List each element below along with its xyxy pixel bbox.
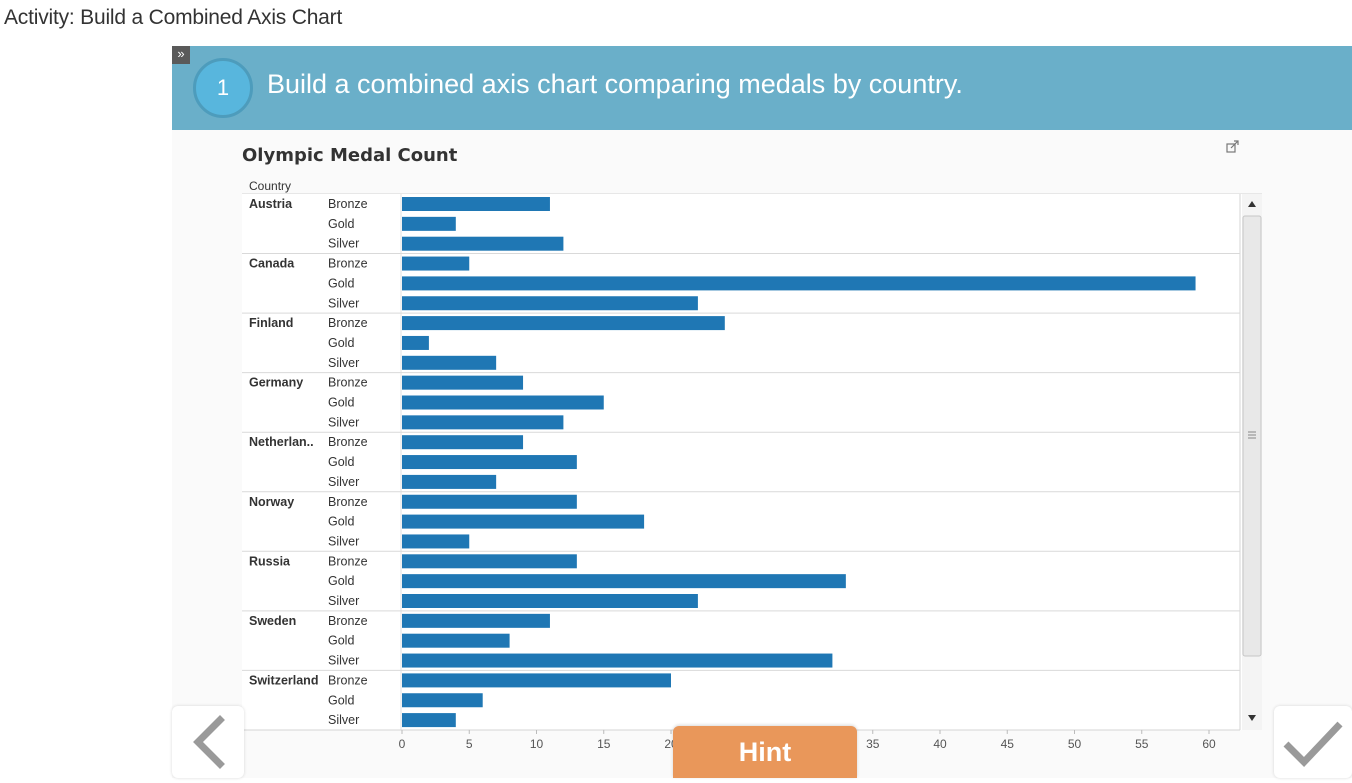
medal-type-label: Silver — [328, 713, 359, 727]
double-chevron-right-icon[interactable]: » — [172, 46, 190, 64]
medal-type-label: Gold — [328, 336, 354, 350]
bar-russia-gold[interactable] — [402, 574, 846, 589]
x-tick-label: 35 — [866, 737, 880, 751]
country-label: Germany — [249, 376, 303, 390]
bar-chart: Olympic Medal Count Country Austria Bronz… — [242, 140, 1262, 767]
medal-type-label: Silver — [328, 475, 359, 489]
bar-russia-silver[interactable] — [402, 594, 698, 608]
medal-type-label: Gold — [328, 693, 354, 707]
medal-type-label: Silver — [328, 296, 359, 310]
x-tick-label: 50 — [1068, 737, 1082, 751]
submit-button[interactable] — [1274, 706, 1352, 778]
bar-norway-silver[interactable] — [402, 534, 470, 549]
country-label: Russia — [249, 554, 291, 568]
bar-sweden-bronze[interactable] — [402, 613, 550, 628]
medal-type-label: Bronze — [328, 614, 368, 628]
bar-austria-bronze[interactable] — [402, 197, 550, 211]
scroll-down-arrow-icon[interactable] — [1248, 715, 1256, 721]
activity-title: Activity: Build a Combined Axis Chart — [4, 6, 343, 29]
bar-norway-gold[interactable] — [402, 514, 645, 529]
x-tick-label: 45 — [1001, 737, 1015, 751]
x-tick-label: 40 — [933, 737, 947, 751]
x-tick-label: 5 — [466, 737, 473, 751]
bar-germany-bronze[interactable] — [402, 375, 524, 390]
x-tick-label: 55 — [1135, 737, 1149, 751]
bar-norway-bronze[interactable] — [402, 494, 577, 509]
bar-netherlan-bronze[interactable] — [402, 435, 524, 450]
vertical-scrollbar[interactable] — [1242, 194, 1262, 730]
country-label: Netherlan.. — [249, 435, 314, 449]
medal-type-label: Gold — [328, 455, 354, 469]
medal-type-label: Silver — [328, 237, 359, 251]
medal-type-label: Bronze — [328, 316, 368, 330]
medal-type-label: Silver — [328, 415, 359, 429]
row-header-country: Country — [249, 179, 291, 193]
step-header: 1 Build a combined axis chart comparing … — [172, 46, 1352, 130]
medal-type-label: Silver — [328, 654, 359, 668]
bar-finland-silver[interactable] — [402, 355, 497, 370]
medal-type-label: Gold — [328, 217, 354, 231]
bar-austria-silver[interactable] — [402, 236, 564, 251]
hint-button[interactable]: Hint — [673, 726, 857, 778]
country-label: Canada — [249, 257, 295, 271]
bar-canada-bronze[interactable] — [402, 256, 470, 271]
medal-type-label: Bronze — [328, 435, 368, 449]
medal-type-label: Gold — [328, 574, 354, 588]
scroll-thumb[interactable] — [1242, 215, 1262, 657]
medal-type-label: Gold — [328, 634, 354, 648]
country-label: Sweden — [249, 614, 296, 628]
bar-finland-gold[interactable] — [402, 335, 429, 350]
country-label: Switzerland — [249, 673, 318, 687]
step-number-badge: 1 — [193, 58, 253, 118]
x-tick-label: 10 — [530, 737, 544, 751]
x-tick-label: 0 — [399, 737, 406, 751]
medal-type-label: Silver — [328, 534, 359, 548]
medal-type-label: Silver — [328, 594, 359, 608]
medal-type-label: Gold — [328, 515, 354, 529]
medal-type-label: Bronze — [328, 673, 368, 687]
country-label: Norway — [249, 495, 294, 509]
checkmark-icon — [1283, 721, 1343, 768]
chart-panel — [242, 194, 1262, 730]
external-link-icon[interactable] — [1226, 140, 1239, 153]
bar-canada-gold[interactable] — [402, 276, 1196, 291]
bar-netherlan-gold[interactable] — [402, 455, 577, 470]
bar-finland-bronze[interactable] — [402, 316, 725, 331]
medal-type-label: Gold — [328, 276, 354, 290]
bar-russia-bronze[interactable] — [402, 554, 577, 569]
viz-content-area: Olympic Medal Count Country Austria Bronz… — [172, 130, 1352, 778]
medal-type-label: Bronze — [328, 495, 368, 509]
medal-type-label: Bronze — [328, 197, 368, 211]
bar-sweden-silver[interactable] — [402, 653, 833, 668]
x-tick-label: 15 — [597, 737, 611, 751]
country-label: Austria — [249, 197, 293, 211]
bar-switzerland-bronze[interactable] — [402, 673, 671, 688]
bar-switzerland-gold[interactable] — [402, 693, 483, 708]
previous-button[interactable] — [172, 706, 244, 778]
bar-switzerland-silver[interactable] — [402, 713, 456, 728]
bar-germany-gold[interactable] — [402, 395, 604, 410]
step-instruction: Build a combined axis chart comparing me… — [267, 69, 963, 99]
scroll-up-arrow-icon[interactable] — [1248, 201, 1256, 207]
chevron-left-icon — [193, 715, 225, 769]
bar-netherlan-silver[interactable] — [402, 474, 497, 489]
bar-canada-silver[interactable] — [402, 296, 698, 311]
chart-title: Olympic Medal Count — [242, 145, 458, 166]
medal-type-label: Bronze — [328, 257, 368, 271]
bar-germany-silver[interactable] — [402, 415, 564, 430]
x-tick-label: 60 — [1202, 737, 1216, 751]
country-label: Finland — [249, 316, 293, 330]
medal-type-label: Bronze — [328, 554, 368, 568]
bar-sweden-gold[interactable] — [402, 633, 510, 648]
medal-type-label: Bronze — [328, 376, 368, 390]
scroll-grip-icon — [1248, 431, 1256, 439]
medal-type-label: Silver — [328, 356, 359, 370]
medal-type-label: Gold — [328, 396, 354, 410]
bar-austria-gold[interactable] — [402, 216, 456, 231]
